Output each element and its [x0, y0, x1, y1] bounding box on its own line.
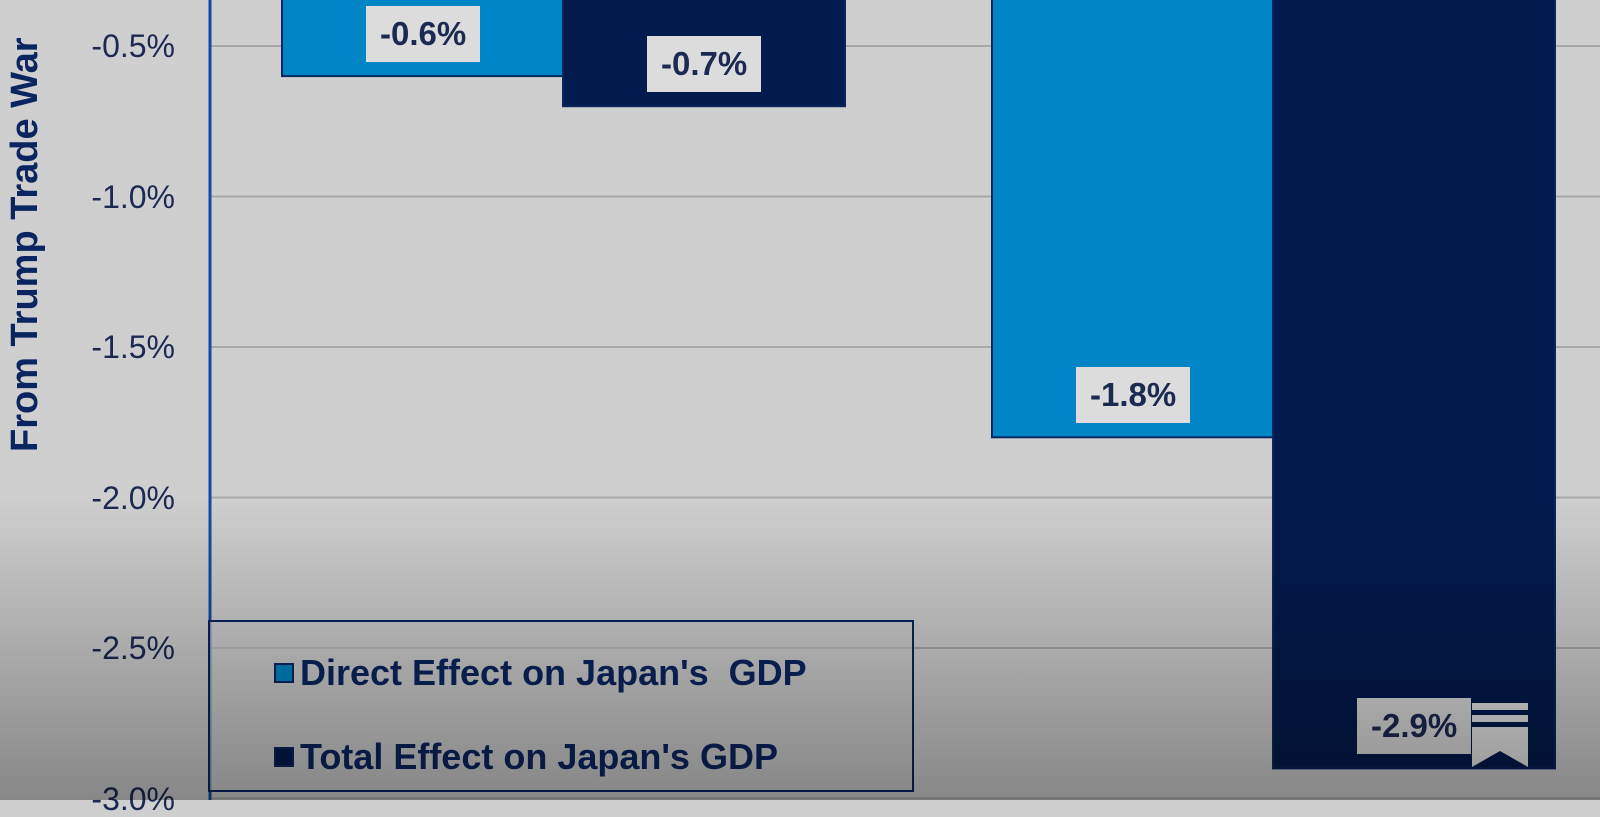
bookmark-icon[interactable]: [1472, 703, 1528, 767]
legend-swatch-total: [274, 747, 294, 767]
legend-swatch-direct: [274, 663, 294, 683]
data-label-total-0: -0.7%: [647, 36, 762, 93]
legend-label-total: Total Effect on Japan's GDP: [300, 736, 778, 777]
y-tick-label: -3.0%: [91, 780, 175, 817]
legend-item-total: Total Effect on Japan's GDP: [274, 736, 778, 778]
legend: Direct Effect on Japan's GDP Total Effec…: [208, 620, 914, 792]
data-label-direct-0: -0.6%: [366, 6, 481, 63]
legend-item-direct: Direct Effect on Japan's GDP: [274, 652, 807, 694]
y-tick-label: -1.0%: [91, 178, 175, 215]
legend-label-direct: Direct Effect on Japan's GDP: [300, 652, 807, 693]
data-label-direct-1: -1.8%: [1076, 367, 1191, 424]
bar-direct-1: [991, 0, 1275, 439]
y-tick-label: -2.5%: [91, 630, 175, 666]
bar-total-1: [1272, 0, 1556, 770]
y-tick-label: -1.5%: [91, 329, 175, 365]
data-label-total-1: -2.9%: [1357, 698, 1472, 755]
y-axis-label: From Trump Trade War: [4, 37, 46, 452]
y-tick-label: -2.0%: [91, 479, 175, 516]
y-tick-label: -0.5%: [91, 28, 175, 64]
